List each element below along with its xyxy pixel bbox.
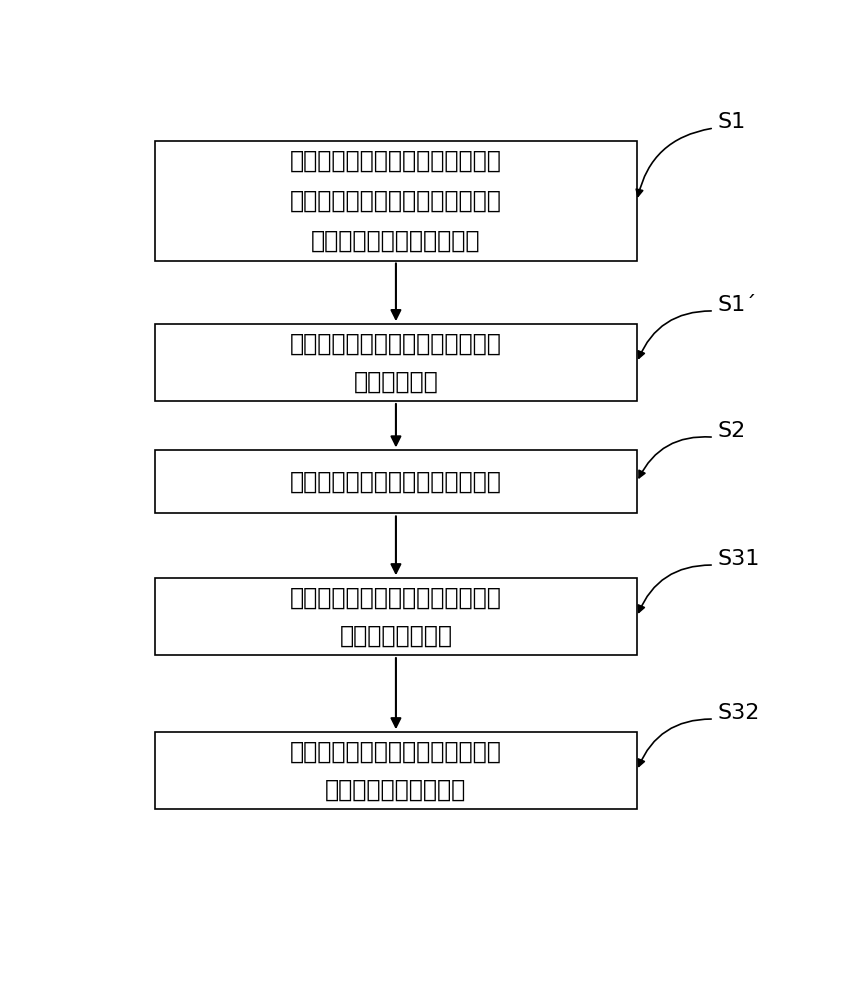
Text: 在充填袋的正下方用风镖起底或设: 在充填袋的正下方用风镖起底或设	[290, 331, 502, 355]
Text: 降低支撇柱的刚度: 降低支撇柱的刚度	[340, 624, 453, 648]
Text: 将中密度板和顶板连接: 将中密度板和顶板连接	[326, 778, 467, 802]
Text: 使充填袋竖直悬挂在顶板上: 使充填袋竖直悬挂在顶板上	[311, 229, 480, 253]
Text: 置混凝土底座: 置混凝土底座	[353, 370, 438, 394]
Text: S2: S2	[717, 421, 746, 441]
FancyArrowPatch shape	[638, 719, 711, 766]
Bar	[155, 578, 637, 655]
Text: 在顶板和支撇柱之间设置中密度板: 在顶板和支撇柱之间设置中密度板	[290, 585, 502, 609]
Text: 置充填模具，充填模具为充填袋，: 置充填模具，充填模具为充填袋，	[290, 189, 502, 213]
Text: S32: S32	[717, 703, 759, 723]
Text: 向充填袋内填充充填体形成支撇柱: 向充填袋内填充充填体形成支撇柱	[290, 470, 502, 494]
FancyArrowPatch shape	[639, 437, 711, 478]
Bar	[155, 141, 637, 261]
FancyArrowPatch shape	[638, 311, 711, 358]
Text: 在带充填巷道的顶板和底板之间设: 在带充填巷道的顶板和底板之间设	[290, 149, 502, 173]
Bar	[155, 732, 637, 809]
Text: S31: S31	[717, 549, 759, 569]
Text: S1´: S1´	[717, 295, 757, 315]
FancyArrowPatch shape	[638, 565, 711, 612]
Bar	[155, 324, 637, 401]
Bar	[155, 450, 637, 513]
FancyArrowPatch shape	[636, 129, 711, 196]
Text: S1: S1	[717, 112, 746, 132]
Text: 在中密度板和顶板之间充填粘结剂: 在中密度板和顶板之间充填粘结剂	[290, 739, 502, 763]
